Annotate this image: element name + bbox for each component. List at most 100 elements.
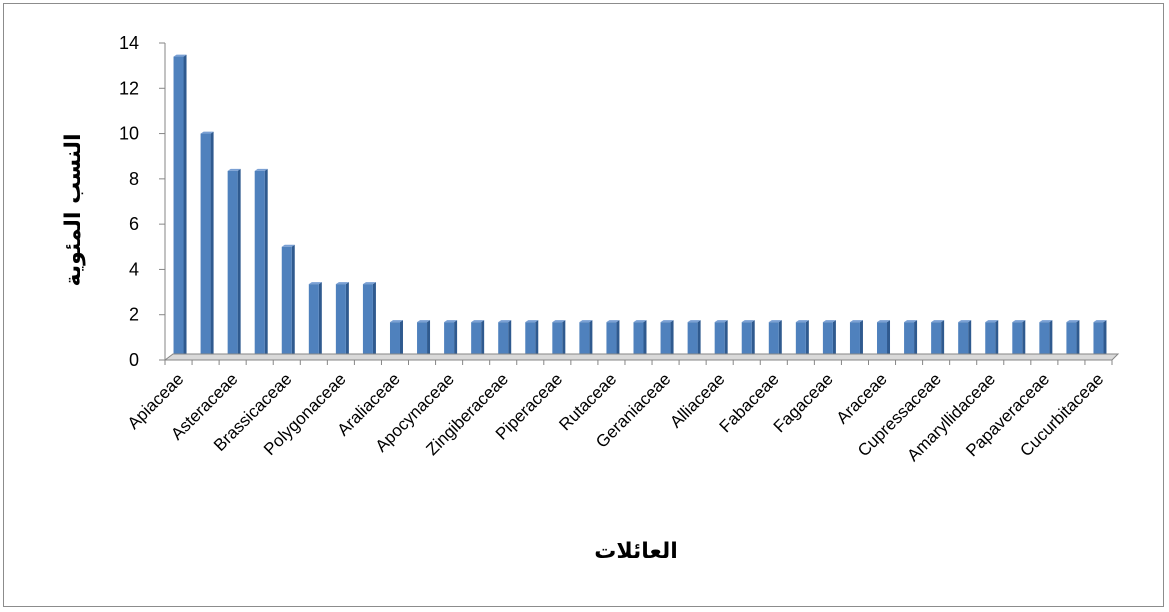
bar-front xyxy=(254,170,265,360)
bar-side xyxy=(589,320,593,360)
bar xyxy=(417,320,431,360)
bar-front xyxy=(1066,322,1077,360)
bar-side xyxy=(1076,320,1080,360)
bar-front xyxy=(687,322,698,360)
bar-side xyxy=(724,320,728,360)
x-tick-label: Fagaceae xyxy=(770,369,837,436)
bar-side xyxy=(616,320,620,360)
bar-side xyxy=(914,320,918,360)
bar-side xyxy=(643,320,647,360)
bar xyxy=(660,320,674,360)
bar xyxy=(362,282,376,360)
bar-front xyxy=(877,322,888,360)
bar-front xyxy=(471,322,482,360)
bar-front xyxy=(849,322,860,360)
bar xyxy=(606,320,620,360)
bar xyxy=(795,320,809,360)
bar xyxy=(335,282,349,360)
bar-top xyxy=(687,320,701,323)
bar-side xyxy=(264,168,268,360)
bar xyxy=(714,320,728,360)
bar-side xyxy=(454,320,458,360)
bar-side xyxy=(1103,320,1107,360)
bar-front xyxy=(633,322,644,360)
bar-top xyxy=(525,320,539,323)
bar xyxy=(687,320,701,360)
bar-front xyxy=(227,170,238,360)
bar-front xyxy=(768,322,779,360)
bar xyxy=(741,320,755,360)
bars xyxy=(173,54,1107,360)
bar-side xyxy=(778,320,782,360)
bar xyxy=(471,320,485,360)
bar-top xyxy=(985,320,999,323)
bar-front xyxy=(741,322,752,360)
bar-side xyxy=(427,320,431,360)
bar-side xyxy=(832,320,836,360)
bar-side xyxy=(399,320,403,360)
bar-front xyxy=(281,246,292,360)
bar xyxy=(958,320,972,360)
y-axis-title: النسب المئوية xyxy=(61,133,86,286)
bar-top xyxy=(660,320,674,323)
bar-top xyxy=(795,320,809,323)
y-tick-label: 14 xyxy=(119,33,139,53)
bar xyxy=(931,320,945,360)
bar-top xyxy=(768,320,782,323)
bar-side xyxy=(210,131,214,360)
bar-top xyxy=(877,320,891,323)
bar xyxy=(904,320,918,360)
bar-side xyxy=(291,244,295,360)
bar-side xyxy=(481,320,485,360)
bar-top xyxy=(200,131,214,134)
bar xyxy=(525,320,539,360)
bar-top xyxy=(1093,320,1107,323)
bar-front xyxy=(498,322,509,360)
bar-top xyxy=(444,320,458,323)
bar-top xyxy=(281,244,295,247)
bar xyxy=(308,282,322,360)
bar-front xyxy=(389,322,400,360)
bar xyxy=(1039,320,1053,360)
bar-front xyxy=(931,322,942,360)
bar-top xyxy=(904,320,918,323)
bar-top xyxy=(1012,320,1026,323)
bar-side xyxy=(697,320,701,360)
bar xyxy=(1012,320,1026,360)
bar-front xyxy=(417,322,428,360)
x-axis: ApiaceaeAsteraceaeBrassicaceaePolygonace… xyxy=(124,353,1120,465)
bar-front xyxy=(822,322,833,360)
y-tick-label: 8 xyxy=(129,169,139,189)
y-axis: 0 2 4 6 8 10 12 14 xyxy=(119,33,166,370)
bar-top xyxy=(714,320,728,323)
bar-front xyxy=(200,133,211,360)
bar-top xyxy=(173,54,187,57)
bar-front xyxy=(335,284,346,360)
bar xyxy=(822,320,836,360)
x-axis-floor xyxy=(163,353,1120,361)
bar-side xyxy=(941,320,945,360)
bar xyxy=(849,320,863,360)
bar-side xyxy=(237,168,241,360)
bar-top xyxy=(308,282,322,285)
bar xyxy=(877,320,891,360)
y-tick-label: 0 xyxy=(129,350,139,370)
bar-side xyxy=(372,282,376,360)
bar-top xyxy=(958,320,972,323)
y-tick-label: 4 xyxy=(129,259,139,279)
bar-side xyxy=(995,320,999,360)
bar-top xyxy=(471,320,485,323)
chart-frame xyxy=(3,3,1164,607)
bar-side xyxy=(183,54,187,360)
bar-front xyxy=(362,284,373,360)
bar-side xyxy=(805,320,809,360)
bar-front xyxy=(308,284,319,360)
bar-top xyxy=(1039,320,1053,323)
bar-top xyxy=(362,282,376,285)
bar-front xyxy=(660,322,671,360)
bar-front xyxy=(1012,322,1023,360)
bar-top xyxy=(822,320,836,323)
bar-side xyxy=(535,320,539,360)
bar-front xyxy=(985,322,996,360)
bar-side xyxy=(751,320,755,360)
